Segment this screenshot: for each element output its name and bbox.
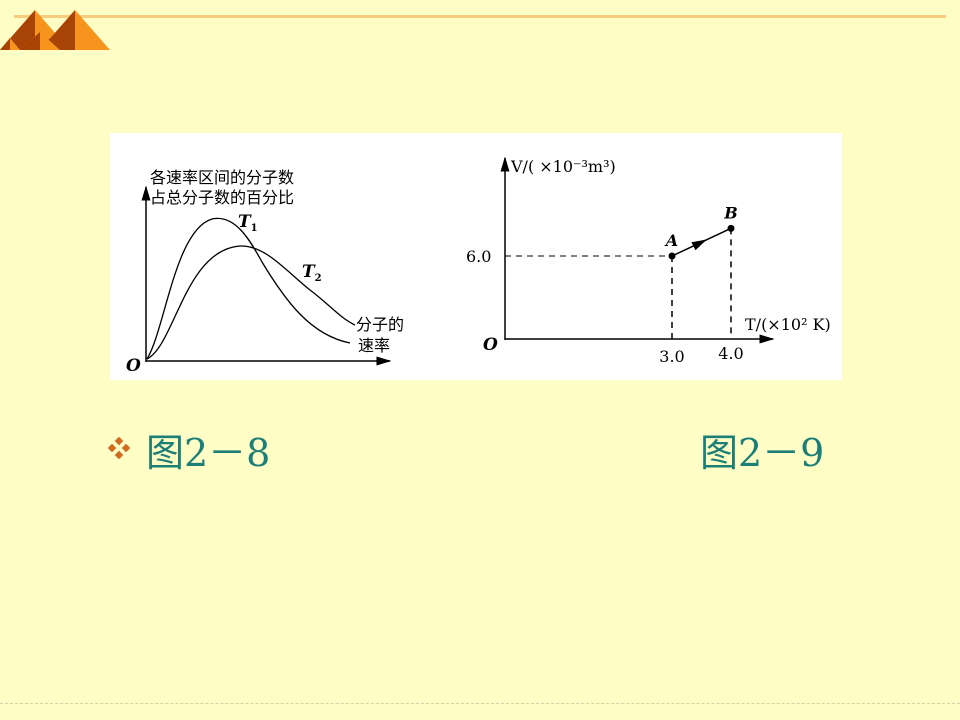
y-label-line1: 各速率区间的分子数: [150, 168, 294, 187]
point-label-b: B: [723, 203, 738, 222]
t-axis-label: T/(×10² K): [745, 315, 831, 334]
x-tick-label: 3.0: [659, 347, 684, 366]
point-label-a: A: [664, 231, 678, 250]
x-tick-label: 4.0: [718, 344, 743, 363]
diamond-bullet-icon: [108, 437, 130, 459]
x-label-line2: 速率: [358, 336, 390, 355]
point-b: [727, 224, 735, 232]
direction-arrow: [691, 239, 707, 251]
y-tick-label: 6.0: [466, 247, 491, 266]
curve-t2: [146, 245, 356, 360]
point-a: [668, 252, 676, 260]
caption-figure-2-9: 图2－9: [700, 431, 825, 475]
label-t1: T1: [238, 212, 258, 234]
origin-label: O: [483, 335, 498, 355]
figure-2-8: 各速率区间的分子数 占总分子数的百分比 分子的 速率 O T1 T2: [126, 168, 404, 376]
label-t2: T2: [302, 262, 322, 284]
v-axis-label: V/( ×10⁻³m³): [510, 157, 616, 176]
x-label-line1: 分子的: [356, 315, 404, 334]
caption-figure-2-8: 图2－8: [146, 431, 271, 475]
bottom-dashed-line: [0, 703, 960, 704]
curve-t1: [146, 217, 351, 360]
origin-label: O: [126, 356, 141, 376]
top-accent-line: [14, 15, 946, 18]
figure-2-9: V/( ×10⁻³m³) T/(×10² K) O 3.0 4.0 6.0 A …: [466, 156, 831, 366]
y-label-line2: 占总分子数的百分比: [150, 188, 294, 207]
pyramid-decoration-right: [0, 10, 110, 50]
